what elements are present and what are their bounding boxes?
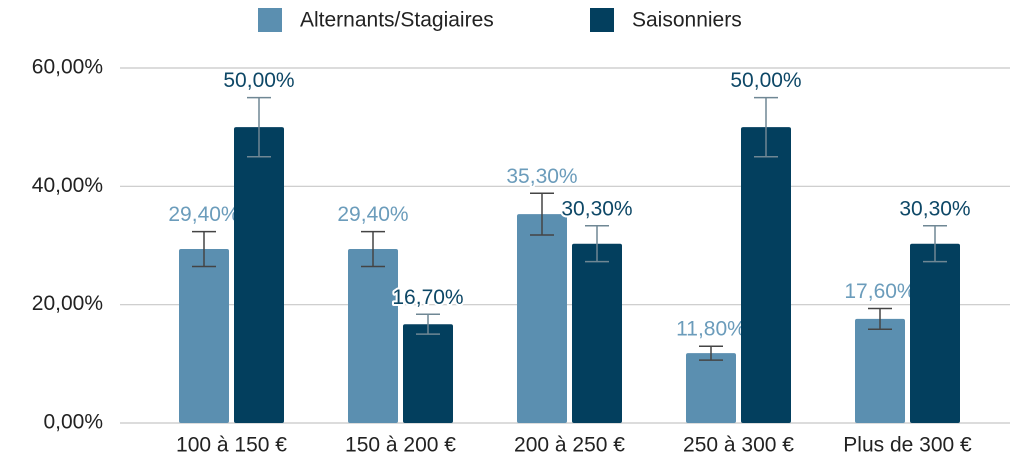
value-label: 50,00% bbox=[730, 69, 801, 92]
y-tick-label: 20,00% bbox=[32, 292, 103, 315]
bar bbox=[179, 249, 229, 423]
bar bbox=[234, 127, 284, 424]
bar bbox=[403, 324, 453, 423]
value-label: 29,40% bbox=[337, 203, 408, 226]
bar bbox=[855, 318, 905, 423]
bar bbox=[517, 214, 567, 423]
x-tick-label: 100 à 150 € bbox=[176, 434, 287, 457]
bar bbox=[910, 243, 960, 423]
legend-swatch bbox=[590, 8, 614, 32]
value-label: 30,30% bbox=[899, 197, 970, 220]
value-label: 29,40% bbox=[168, 203, 239, 226]
y-tick-label: 60,00% bbox=[32, 56, 103, 79]
y-tick-label: 0,00% bbox=[43, 411, 103, 434]
value-label: 11,80% bbox=[676, 318, 746, 341]
x-tick-label: 250 à 300 € bbox=[683, 434, 794, 457]
bar bbox=[348, 249, 398, 423]
value-label: 16,70% bbox=[392, 286, 463, 309]
legend-label: Alternants/Stagiaires bbox=[300, 9, 494, 32]
bar bbox=[572, 243, 622, 423]
bar bbox=[686, 353, 736, 423]
bar bbox=[741, 127, 791, 424]
value-label: 30,30% bbox=[561, 197, 632, 220]
x-tick-label: 200 à 250 € bbox=[514, 434, 625, 457]
value-label: 35,30% bbox=[506, 165, 577, 188]
y-tick-label: 40,00% bbox=[32, 174, 103, 197]
value-label: 50,00% bbox=[223, 69, 294, 92]
x-tick-label: 150 à 200 € bbox=[345, 434, 456, 457]
x-tick-label: Plus de 300 € bbox=[843, 434, 972, 457]
legend-swatch bbox=[258, 8, 282, 32]
value-label: 17,60% bbox=[844, 280, 915, 303]
legend-label: Saisonniers bbox=[632, 9, 742, 32]
